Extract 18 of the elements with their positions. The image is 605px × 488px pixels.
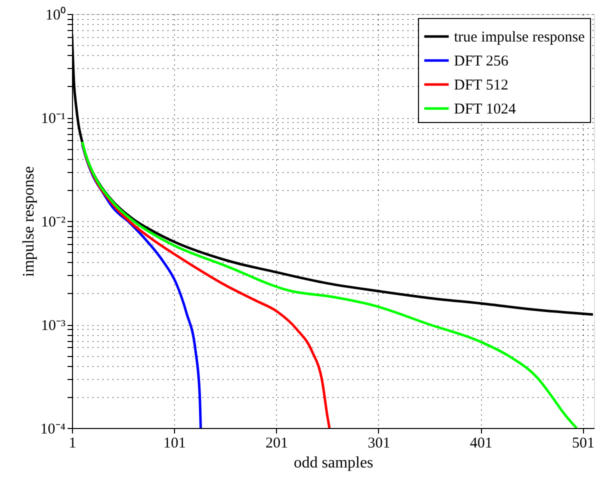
legend-label: DFT 256 bbox=[454, 54, 509, 70]
line-series bbox=[80, 140, 578, 428]
x-tick-label: 201 bbox=[266, 436, 288, 452]
x-tick-label: 501 bbox=[572, 436, 595, 452]
y-tick-label: 10⁰ bbox=[46, 6, 66, 24]
x-tick-label: 401 bbox=[470, 436, 492, 452]
legend-label: true impulse response bbox=[454, 30, 586, 46]
x-tick-label: 301 bbox=[368, 436, 390, 452]
y-tick-label: 10⁻³ bbox=[41, 318, 66, 334]
y-axis-title: impulse response bbox=[20, 166, 38, 277]
legend-label: DFT 1024 bbox=[454, 102, 516, 118]
x-axis-title: odd samples bbox=[294, 454, 374, 472]
y-tick-label: 10⁻⁴ bbox=[40, 422, 66, 438]
legend-label: DFT 512 bbox=[454, 78, 508, 94]
x-tick-label: 1 bbox=[68, 436, 76, 452]
y-tick-label: 10⁻² bbox=[41, 214, 66, 230]
x-tick-label: 101 bbox=[163, 436, 186, 452]
y-tick-label: 10⁻¹ bbox=[41, 111, 66, 127]
